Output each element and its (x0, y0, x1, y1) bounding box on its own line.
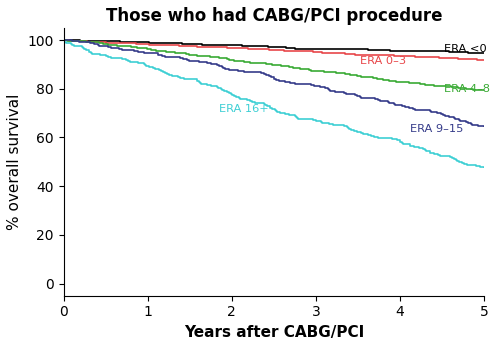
Text: ERA 16+: ERA 16+ (219, 104, 269, 115)
Title: Those who had CABG/PCI procedure: Those who had CABG/PCI procedure (106, 7, 442, 25)
Text: ERA <0: ERA <0 (444, 44, 486, 54)
X-axis label: Years after CABG/PCI: Years after CABG/PCI (184, 325, 364, 340)
Text: ERA 4–8: ERA 4–8 (444, 84, 490, 94)
Text: ERA 0–3: ERA 0–3 (360, 57, 406, 67)
Text: ERA 9–15: ERA 9–15 (410, 124, 464, 134)
Y-axis label: % overall survival: % overall survival (7, 94, 22, 230)
